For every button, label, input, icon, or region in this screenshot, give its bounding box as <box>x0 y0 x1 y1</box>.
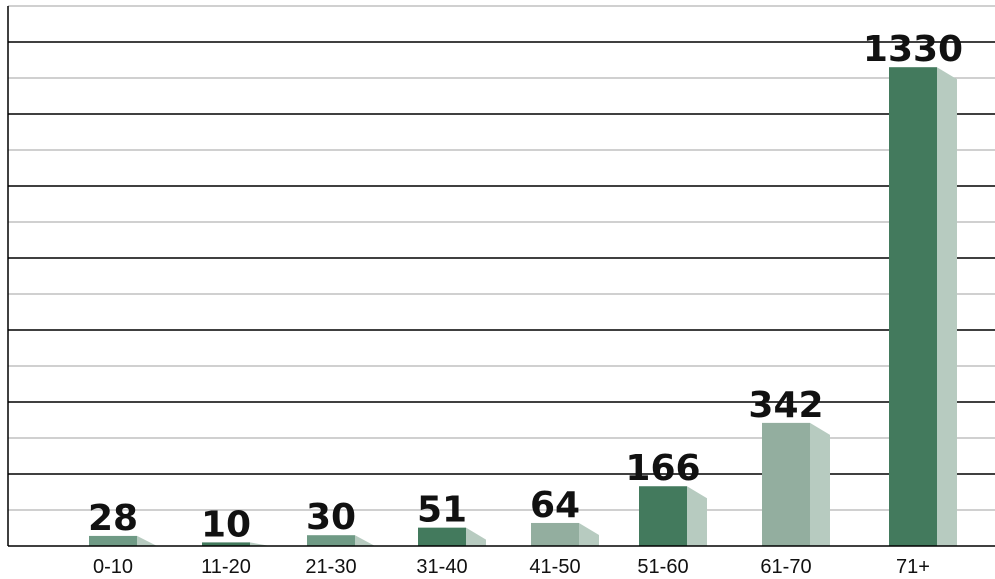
value-label-11-20: 10 <box>201 504 251 545</box>
value-label-71+: 1330 <box>863 29 963 70</box>
bar-side-21-30 <box>355 535 375 546</box>
bar-41-50 <box>531 522 579 546</box>
category-labels-group: 0-10 11-20 21-30 31-40 41-50 51-60 61-70 71+ <box>93 556 930 578</box>
value-label-51-60: 166 <box>625 448 700 489</box>
value-label-31-40: 51 <box>417 490 467 531</box>
bar-side-41-50 <box>579 522 599 546</box>
bar-side-71+ <box>937 67 957 546</box>
category-label-61-70: 61-70 <box>760 556 811 578</box>
category-label-11-20: 11-20 <box>201 556 251 578</box>
grid-lines <box>8 5 995 511</box>
bar-71+ <box>889 67 937 546</box>
bar-21-30 <box>307 535 355 546</box>
bar-31-40 <box>418 527 466 546</box>
bar-61-70 <box>762 422 810 546</box>
bar-side-11-20 <box>250 542 270 546</box>
bar-side-51-60 <box>687 486 707 546</box>
value-label-61-70: 342 <box>748 385 823 426</box>
value-labels-group: 28 10 30 51 64 166 342 1330 <box>88 29 963 545</box>
bar-0-10 <box>89 535 137 546</box>
value-label-41-50: 64 <box>530 485 580 526</box>
bar-11-20 <box>202 542 250 546</box>
category-label-31-40: 31-40 <box>416 556 467 578</box>
bar-side-61-70 <box>810 422 830 546</box>
category-label-51-60: 51-60 <box>637 556 688 578</box>
category-label-0-10: 0-10 <box>93 556 133 578</box>
category-label-71+: 71+ <box>896 556 930 578</box>
bar-side-31-40 <box>466 527 486 546</box>
bars-group <box>89 67 957 546</box>
category-label-41-50: 41-50 <box>529 556 580 578</box>
category-label-21-30: 21-30 <box>305 556 356 578</box>
value-label-21-30: 30 <box>306 497 356 538</box>
bar-51-60 <box>639 486 687 546</box>
bar-side-0-10 <box>137 535 157 546</box>
value-label-0-10: 28 <box>88 498 138 539</box>
